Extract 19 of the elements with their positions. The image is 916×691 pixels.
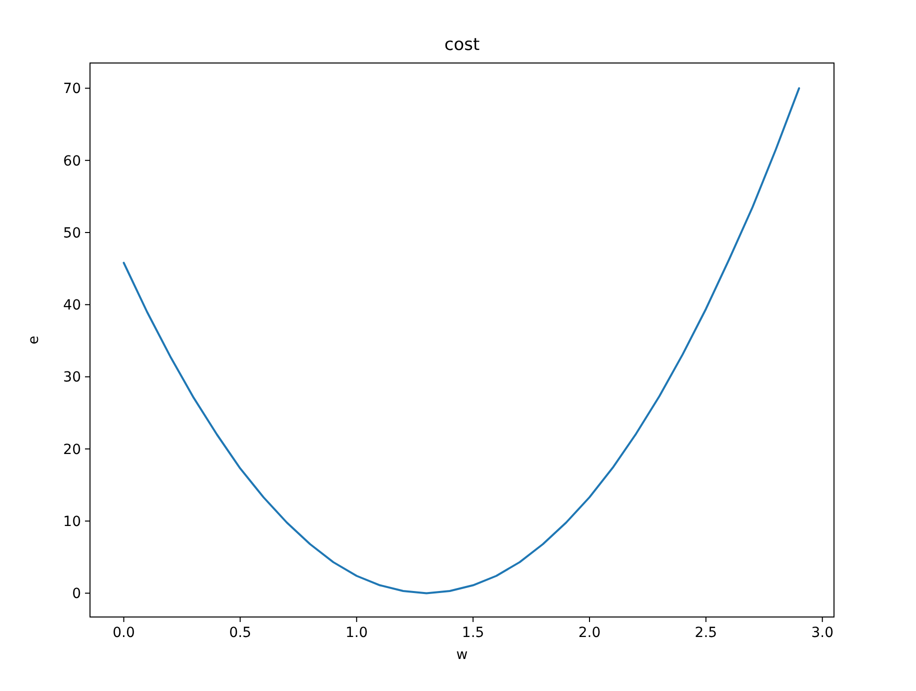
y-tick-label: 20: [63, 442, 81, 458]
x-tick-label: 2.0: [578, 625, 601, 641]
x-tick-label: 2.5: [694, 625, 718, 641]
y-tick-label: 50: [63, 225, 81, 242]
x-tick-label: 0.5: [229, 625, 252, 641]
x-axis-title: w: [456, 647, 468, 663]
y-axis-title: e: [26, 336, 42, 344]
x-tick-label: 1.0: [345, 625, 368, 641]
y-tick-label: 70: [63, 81, 81, 98]
x-tick-label: 1.5: [462, 625, 484, 641]
y-tick-label: 40: [63, 298, 81, 314]
x-tick-label: 3.0: [811, 625, 834, 641]
y-tick-label: 10: [63, 514, 81, 530]
line-series: [122, 87, 800, 594]
y-tick-label: 60: [63, 153, 81, 170]
y-tick-label: 0: [72, 586, 81, 602]
chart-title: cost: [444, 35, 480, 55]
y-tick-label: 30: [63, 370, 81, 386]
x-tick-label: 0.0: [112, 625, 135, 641]
